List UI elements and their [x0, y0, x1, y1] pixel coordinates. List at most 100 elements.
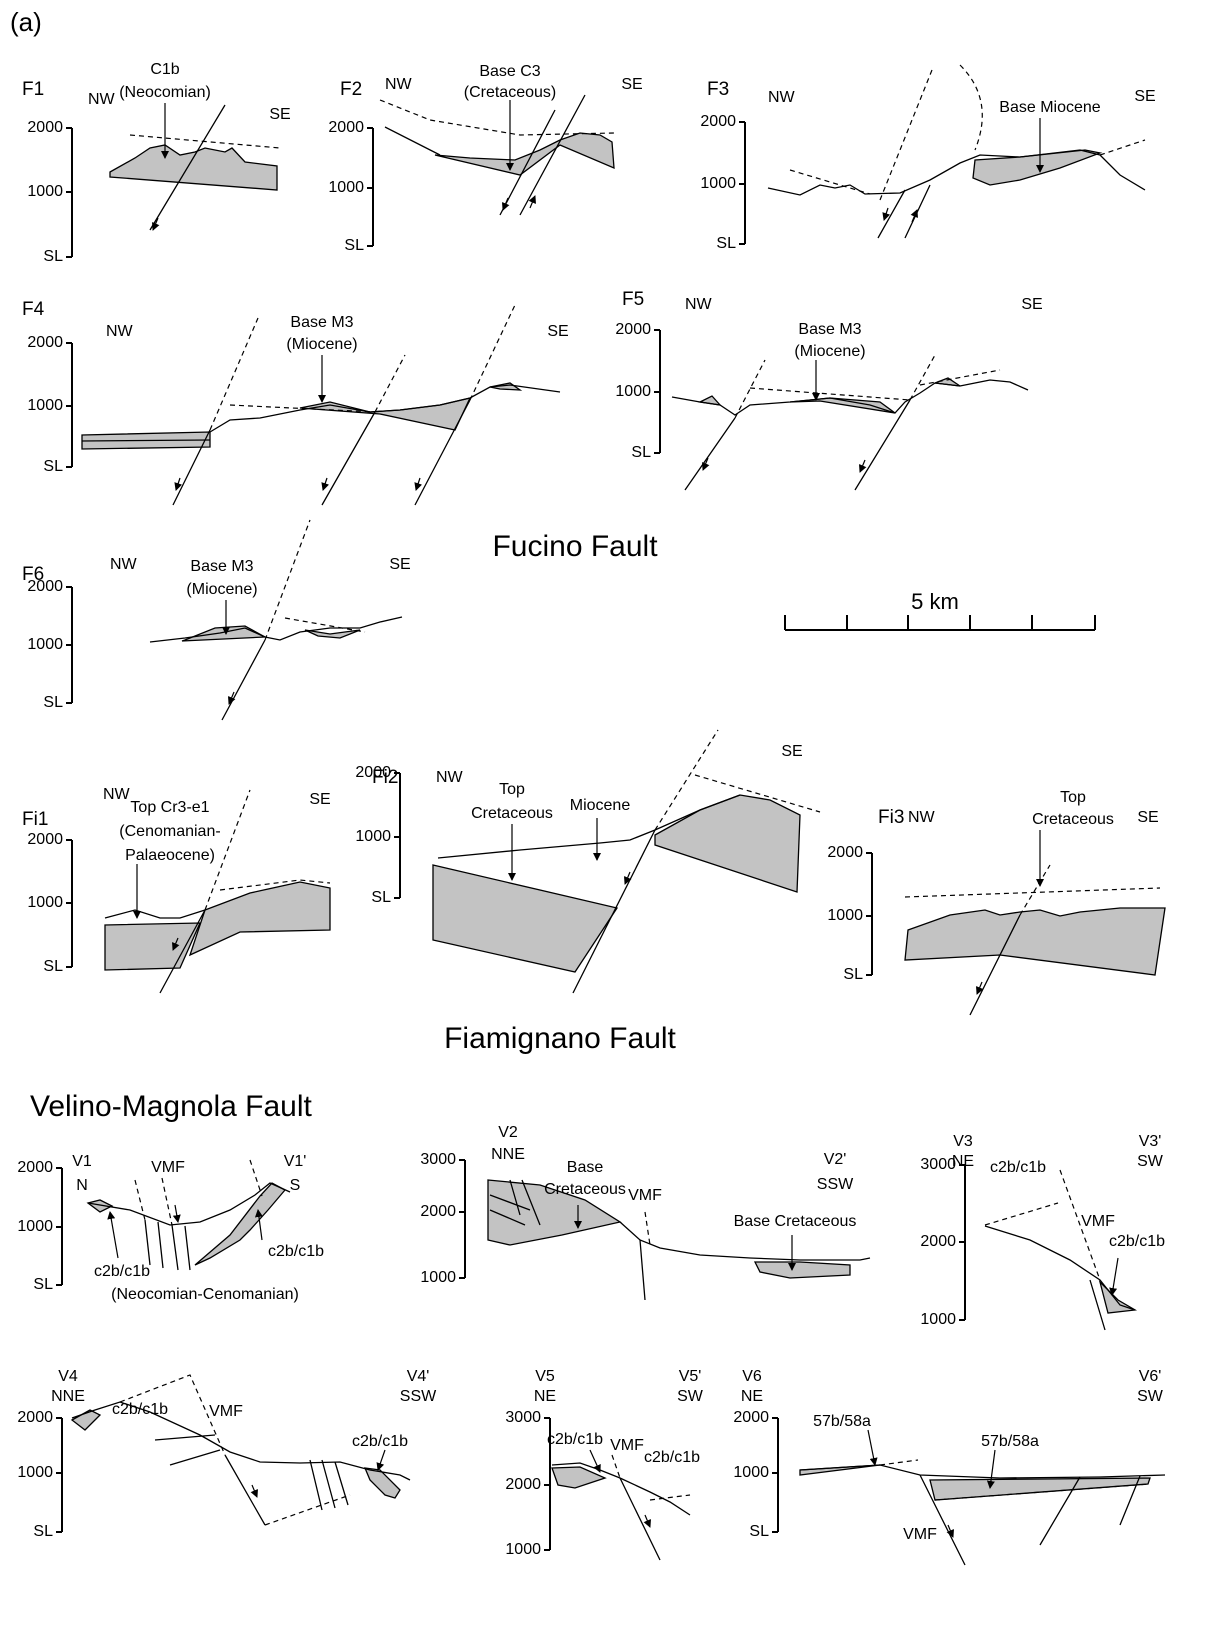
section-title: Fiamignano Fault	[444, 1022, 676, 1055]
panel-id: V3	[953, 1133, 973, 1150]
annotation: Top Cr3-e1	[130, 799, 209, 816]
direction-label: SSW	[400, 1388, 437, 1405]
direction-label: NNE	[491, 1146, 525, 1163]
elevation-label: SL	[43, 458, 63, 475]
elevation-label: 2000	[733, 1409, 769, 1426]
direction-label: SE	[269, 106, 290, 123]
section-f5	[672, 355, 1028, 490]
section-v5	[552, 1450, 690, 1560]
annotation: VMF	[1081, 1213, 1115, 1230]
elevation-label: 1000	[700, 175, 736, 192]
elevation-label: 1000	[827, 907, 863, 924]
annotation: VMF	[610, 1437, 644, 1454]
direction-label: N	[76, 1177, 88, 1194]
annotation: (Miocene)	[794, 343, 865, 360]
annotation: Top	[499, 781, 525, 798]
elevation-label: 1000	[355, 828, 391, 845]
annotation: Cretaceous	[471, 805, 553, 822]
panel-id: Fi3	[878, 807, 904, 828]
direction-label: NW	[685, 296, 713, 313]
elevation-label: 3000	[420, 1151, 456, 1168]
elevation-label: 1000	[733, 1464, 769, 1481]
panel-id: F1	[22, 79, 44, 100]
panel-id: Fi1	[22, 809, 48, 830]
annotation: Base C3	[479, 63, 540, 80]
annotation: c2b/c1b	[644, 1449, 700, 1466]
annotation: 57b/58a	[813, 1413, 871, 1430]
direction-label: NW	[436, 769, 464, 786]
elevation-label: 1000	[328, 179, 364, 196]
annotation: (Neocomian)	[119, 84, 211, 101]
panel-id: V6	[742, 1368, 762, 1385]
annotation: Cretaceous	[544, 1181, 626, 1198]
elevation-label: SL	[371, 889, 391, 906]
direction-label: NW	[88, 91, 116, 108]
elevation-label: 2000	[17, 1409, 53, 1426]
annotation: Base Miocene	[999, 99, 1100, 116]
annotation: (Miocene)	[186, 581, 257, 598]
panel-id: V2	[498, 1124, 518, 1141]
panel-id: F5	[622, 289, 644, 310]
elevation-label: SL	[33, 1276, 53, 1293]
direction-label: NW	[908, 809, 936, 826]
direction-label: SE	[389, 556, 410, 573]
direction-label: SSW	[817, 1176, 854, 1193]
panel-id: V5	[535, 1368, 555, 1385]
elevation-label: 1000	[505, 1541, 541, 1558]
elevation-label: 1000	[420, 1269, 456, 1286]
elevation-label: 2000	[17, 1159, 53, 1176]
elevation-label: 3000	[920, 1156, 956, 1173]
elevation-label: 1000	[27, 183, 63, 200]
direction-label: SE	[621, 76, 642, 93]
elevation-label: 2000	[355, 764, 391, 781]
direction-label: SW	[1137, 1153, 1164, 1170]
elevation-label: SL	[43, 694, 63, 711]
elevation-label: SL	[33, 1523, 53, 1540]
section-title: Velino-Magnola Fault	[30, 1090, 313, 1123]
elevation-label: 2000	[700, 113, 736, 130]
annotation: c2b/c1b	[547, 1431, 603, 1448]
elevation-label: SL	[344, 237, 364, 254]
elevation-label: 2000	[615, 321, 651, 338]
direction-label: SE	[1134, 88, 1155, 105]
elevation-label: SL	[749, 1523, 769, 1540]
direction-label: SE	[547, 323, 568, 340]
panel-id: F4	[22, 299, 45, 320]
elevation-label: 1000	[27, 894, 63, 911]
elevation-label: 3000	[505, 1409, 541, 1426]
panel-id: V2'	[824, 1151, 847, 1168]
elevation-label: 2000	[920, 1233, 956, 1250]
panel-id: V6'	[1139, 1368, 1162, 1385]
section-f3	[768, 65, 1145, 238]
annotation: c2b/c1b	[268, 1243, 324, 1260]
annotation: VMF	[903, 1526, 937, 1543]
panel-id: F3	[707, 79, 729, 100]
annotation: c2b/c1b	[94, 1263, 150, 1280]
annotation: VMF	[209, 1403, 243, 1420]
annotation: Cretaceous	[1032, 811, 1114, 828]
section-fi2	[433, 730, 820, 993]
annotation: 57b/58a	[981, 1433, 1039, 1450]
section-fi3	[905, 830, 1165, 1015]
elevation-label: 2000	[420, 1203, 456, 1220]
panel-id: F2	[340, 79, 362, 100]
section-v6	[800, 1430, 1165, 1565]
direction-label: NW	[110, 556, 138, 573]
annotation: C1b	[150, 61, 179, 78]
annotation: (Miocene)	[286, 336, 357, 353]
direction-label: NE	[534, 1388, 556, 1405]
annotation: Base M3	[798, 321, 861, 338]
annotation: c2b/c1b	[352, 1433, 408, 1450]
section-v1	[88, 1160, 290, 1270]
direction-label: NE	[741, 1388, 763, 1405]
figure-label: (a)	[10, 7, 42, 37]
direction-label: NW	[103, 786, 131, 803]
scale-bar	[785, 615, 1095, 630]
annotation: Base M3	[290, 314, 353, 331]
direction-label: SW	[1137, 1388, 1164, 1405]
panel-id: V1'	[284, 1153, 307, 1170]
elevation-label: 2000	[27, 831, 63, 848]
elevation-label: 2000	[27, 119, 63, 136]
scale-label: 5 km	[911, 589, 959, 614]
panel-id: V4	[58, 1368, 78, 1385]
